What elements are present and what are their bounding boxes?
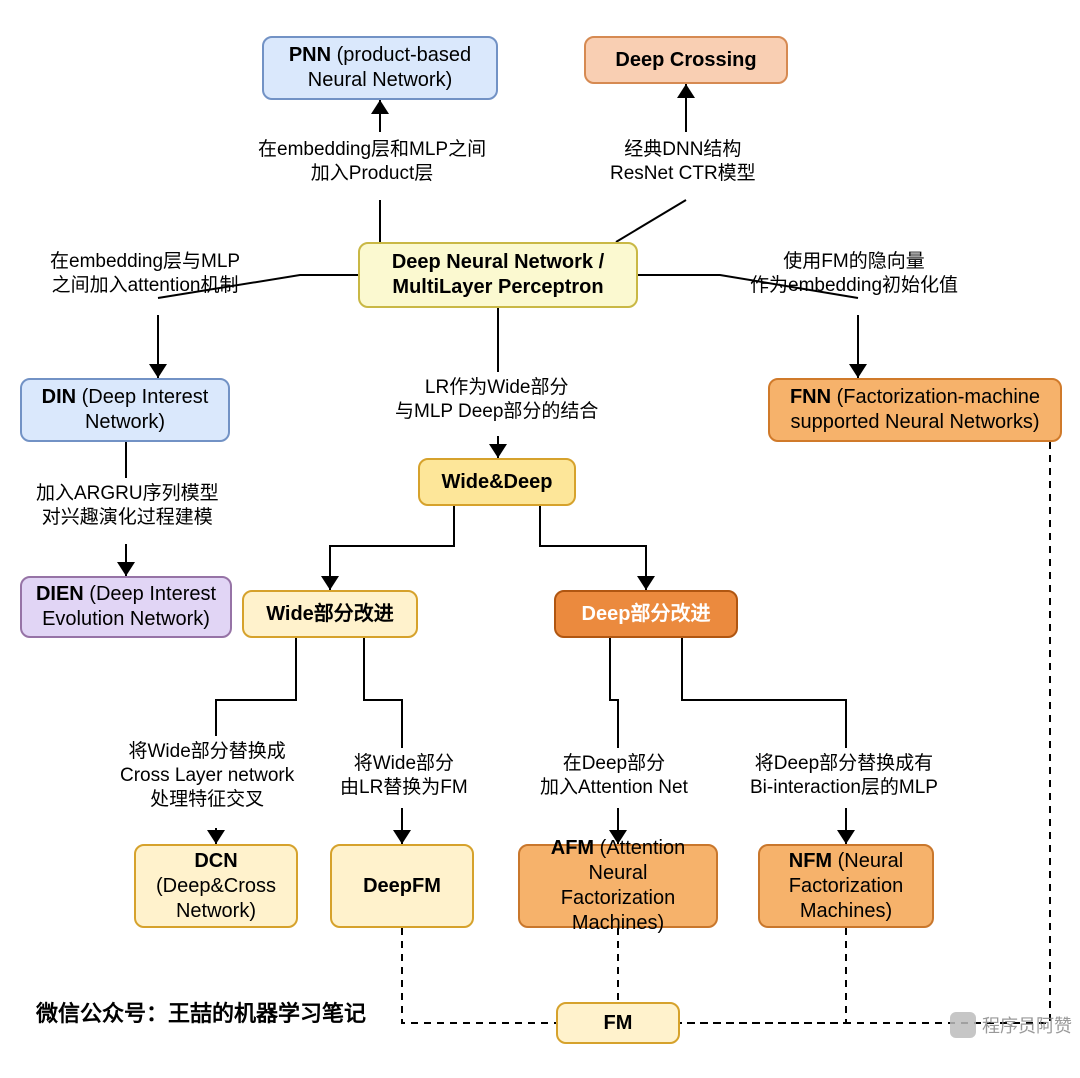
node-afm: AFM (AttentionNeural FactorizationMachin… [518,844,718,928]
node-label: PNN (product-basedNeural Network) [289,43,471,93]
node-din: DIN (Deep InterestNetwork) [20,378,230,442]
arrowhead-2 [149,364,167,378]
node-dcn: DCN(Deep&CrossNetwork) [134,844,298,928]
edge-7 [540,506,646,590]
arrowhead-1 [677,84,695,98]
node-wideimp: Wide部分改进 [242,590,418,638]
node-label: NFM (NeuralFactorizationMachines) [789,849,904,924]
edgelabel-cross_lbl: 经典DNN结构ResNet CTR模型 [610,138,756,186]
node-label: FNN (Factorization-machinesupported Neur… [790,385,1040,435]
diagram-canvas: PNN (product-basedNeural Network) Deep Cr… [0,0,1080,1078]
edge-6 [330,506,454,590]
node-label: DCN(Deep&CrossNetwork) [156,849,276,924]
edge-12 [402,928,556,1023]
footer-credit: 微信公众号：王喆的机器学习笔记 [36,996,366,1028]
node-label: DeepFM [363,874,441,899]
node-label: Deep Neural Network /MultiLayer Perceptr… [392,250,604,300]
node-dnn: Deep Neural Network /MultiLayer Perceptr… [358,242,638,308]
edgelabel-dien_lbl: 加入ARGRU序列模型对兴趣演化过程建模 [36,482,219,530]
edgelabel-pnn_lbl: 在embedding层和MLP之间加入Product层 [258,138,486,186]
node-label: AFM (AttentionNeural FactorizationMachin… [530,836,706,936]
node-label: FM [604,1011,633,1036]
arrowhead-11 [837,830,855,844]
edge-11 [682,638,846,844]
node-deepimp: Deep部分改进 [554,590,738,638]
edgelabel-nfm_lbl: 将Deep部分替换成有Bi-interaction层的MLP [750,752,938,800]
node-label: DIN (Deep InterestNetwork) [42,385,209,435]
node-label: DIEN (Deep InterestEvolution Network) [36,582,216,632]
edge-10 [610,638,618,844]
node-widedeep: Wide&Deep [418,458,576,506]
edgelabel-fnn_lbl: 使用FM的隐向量作为embedding初始化值 [750,250,958,298]
watermark-icon [950,1012,976,1038]
arrowhead-5 [117,562,135,576]
arrowhead-3 [849,364,867,378]
node-deepfm: DeepFM [330,844,474,928]
node-deepcrossing: Deep Crossing [584,36,788,84]
watermark: 程序员阿赞 [950,1012,1072,1038]
node-nfm: NFM (NeuralFactorizationMachines) [758,844,934,928]
arrowhead-0 [371,100,389,114]
edge-14 [680,928,846,1023]
edge-15 [680,442,1050,1023]
edge-9 [364,638,402,844]
arrowhead-4 [489,444,507,458]
node-dien: DIEN (Deep InterestEvolution Network) [20,576,232,638]
arrowhead-6 [321,576,339,590]
edgelabel-dfm_lbl: 将Wide部分由LR替换为FM [340,752,468,800]
node-label: Deep部分改进 [582,602,711,627]
arrowhead-9 [393,830,411,844]
edgelabel-din_lbl: 在embedding层与MLP之间加入attention机制 [50,250,240,298]
node-pnn: PNN (product-basedNeural Network) [262,36,498,100]
node-label: Wide部分改进 [266,602,394,627]
edgelabel-wd_lbl: LR作为Wide部分与MLP Deep部分的结合 [395,376,598,424]
arrowhead-7 [637,576,655,590]
arrowhead-8 [207,830,225,844]
node-label: Deep Crossing [615,48,756,73]
node-fm: FM [556,1002,680,1044]
node-label: Wide&Deep [442,470,553,495]
edgelabel-afm_lbl: 在Deep部分加入Attention Net [540,752,688,800]
watermark-text: 程序员阿赞 [982,1012,1072,1038]
node-fnn: FNN (Factorization-machinesupported Neur… [768,378,1062,442]
edgelabel-dcn_lbl: 将Wide部分替换成Cross Layer network处理特征交叉 [120,740,294,811]
